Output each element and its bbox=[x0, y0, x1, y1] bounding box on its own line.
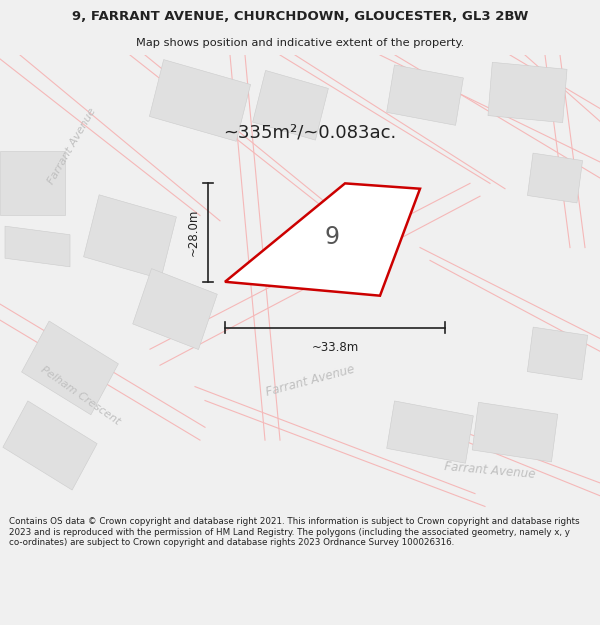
Text: 9: 9 bbox=[325, 226, 340, 249]
Polygon shape bbox=[527, 153, 583, 203]
Polygon shape bbox=[387, 401, 473, 463]
Polygon shape bbox=[3, 401, 97, 490]
Text: ~33.8m: ~33.8m bbox=[311, 341, 359, 354]
Polygon shape bbox=[0, 151, 65, 216]
Text: Contains OS data © Crown copyright and database right 2021. This information is : Contains OS data © Crown copyright and d… bbox=[9, 518, 580, 547]
Polygon shape bbox=[149, 59, 251, 141]
Text: Farrant Avenue: Farrant Avenue bbox=[264, 363, 356, 399]
Text: Farrant Avenue: Farrant Avenue bbox=[444, 459, 536, 481]
Text: 9, FARRANT AVENUE, CHURCHDOWN, GLOUCESTER, GL3 2BW: 9, FARRANT AVENUE, CHURCHDOWN, GLOUCESTE… bbox=[72, 10, 528, 23]
Polygon shape bbox=[5, 226, 70, 267]
Polygon shape bbox=[133, 269, 217, 349]
Polygon shape bbox=[22, 321, 118, 415]
Polygon shape bbox=[527, 327, 587, 380]
Polygon shape bbox=[253, 71, 328, 140]
Polygon shape bbox=[472, 402, 558, 462]
Polygon shape bbox=[225, 183, 420, 296]
Text: Farrant Avenue: Farrant Avenue bbox=[46, 106, 98, 186]
Polygon shape bbox=[83, 195, 176, 279]
Text: Map shows position and indicative extent of the property.: Map shows position and indicative extent… bbox=[136, 39, 464, 49]
Text: ~28.0m: ~28.0m bbox=[187, 209, 200, 256]
Text: Pelham Crescent: Pelham Crescent bbox=[38, 364, 122, 426]
Polygon shape bbox=[488, 62, 567, 122]
Text: ~335m²/~0.083ac.: ~335m²/~0.083ac. bbox=[223, 123, 397, 141]
Polygon shape bbox=[386, 65, 463, 126]
